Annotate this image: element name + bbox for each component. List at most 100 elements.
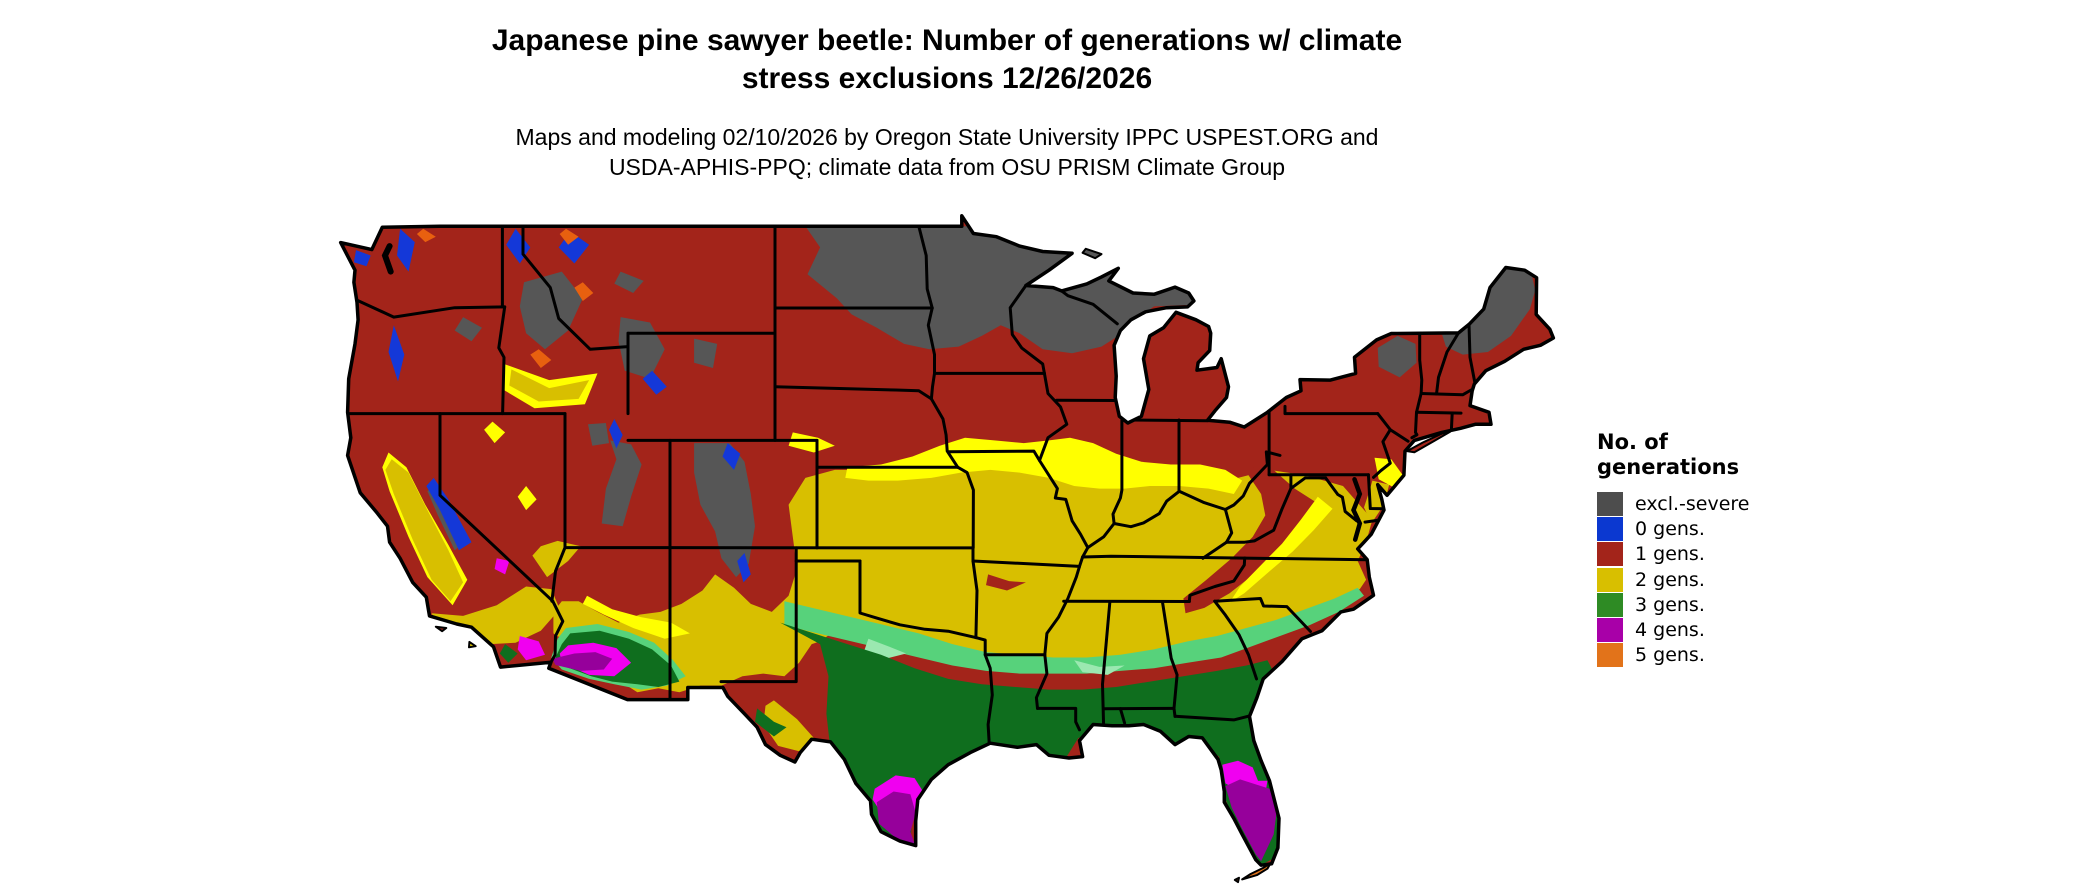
legend-swatch: [1597, 618, 1623, 643]
subtitle-line-1: Maps and modeling 02/10/2026 by Oregon S…: [515, 124, 1379, 150]
state-border-line: [1435, 331, 1460, 396]
legend-label: 0 gens.: [1635, 517, 1705, 540]
state-border-line: [974, 636, 994, 745]
state-border-line: [1243, 556, 1369, 562]
state-border-line: [719, 546, 798, 684]
state-border-line: [1060, 289, 1119, 326]
island-channel-island-b: [468, 640, 477, 649]
region-gray-maine: [1441, 267, 1536, 355]
region-blue-wasatch: [609, 419, 623, 449]
region-purple-florida: [1225, 779, 1277, 862]
legend-title-line-2: generations: [1597, 455, 1740, 479]
region-blue-sangre: [737, 553, 751, 583]
region-darkgreen-davis: [755, 708, 787, 737]
legend-swatch: [1597, 516, 1623, 541]
state-border-line: [1410, 331, 1424, 440]
legend-label: 1 gens.: [1635, 543, 1705, 566]
region-gray-utah: [601, 440, 642, 527]
legend-title: No. of generations: [1597, 430, 1750, 480]
state-border-line: [521, 224, 630, 351]
legend-item: 5 gens.: [1597, 643, 1750, 668]
region-orange-n-cascades: [416, 228, 436, 243]
legend-item: excl.-severe: [1597, 491, 1750, 516]
region-orange-glacier: [559, 228, 579, 245]
legend-label: 2 gens.: [1635, 568, 1705, 591]
water-puget-sound: [381, 243, 394, 275]
legend-label: excl.-severe: [1635, 492, 1750, 515]
legend-swatch: [1597, 542, 1623, 567]
state-border-line: [1008, 284, 1046, 375]
state-border-line: [926, 306, 936, 401]
region-gray-idaho-montana: [519, 271, 583, 350]
region-yellow-colorado-ne: [788, 432, 835, 453]
region-red-ozark: [986, 574, 1026, 591]
state-border-line: [773, 385, 933, 401]
state-border-line: [1283, 404, 1380, 416]
state-border-line: [1036, 706, 1081, 732]
state-border-line: [1467, 322, 1477, 387]
state-border-line: [1160, 600, 1179, 718]
region-purple-arizona: [552, 652, 613, 671]
title-line-1: Japanese pine sawyer beetle: Number of g…: [491, 24, 1403, 57]
state-border-line: [550, 546, 567, 603]
region-yellow-blueridge: [1229, 496, 1333, 603]
region-magenta-imperial: [517, 636, 545, 661]
map-fill-layer: [340, 215, 1554, 866]
island-channel-island-a: [434, 625, 448, 633]
subtitle-line-2: USDA-APHIS-PPQ; climate data from OSU PR…: [608, 154, 1286, 180]
region-blue-co-front: [722, 443, 741, 470]
region-blue-or-cascades: [388, 325, 405, 382]
state-border-line: [354, 298, 507, 319]
state-border-line: [1034, 371, 1090, 710]
state-border-line: [1081, 554, 1247, 560]
legend-item: 2 gens.: [1597, 567, 1750, 592]
state-border-line: [1213, 599, 1258, 681]
island-isle-royale: [1081, 247, 1103, 260]
state-border-line: [929, 397, 960, 469]
region-blue-sierra: [426, 477, 472, 551]
region-blue-wa-cascades: [397, 228, 415, 272]
region-mint-ms-al: [1074, 660, 1125, 675]
state-border-line: [858, 559, 978, 640]
state-border-line: [956, 465, 975, 550]
state-border-line: [1366, 473, 1386, 511]
island-florida-keys: [1241, 862, 1272, 881]
region-darkgreen-socal: [499, 644, 518, 663]
state-border-line: [1086, 450, 1282, 550]
region-yellow-nevada-1: [484, 421, 506, 444]
region-yellow-newjersey: [1374, 457, 1403, 488]
state-border-line: [1449, 411, 1454, 432]
legend-swatch: [1597, 592, 1623, 617]
region-blue-olympics: [353, 250, 371, 267]
map-title: Japanese pine sawyer beetle: Number of g…: [0, 22, 1894, 98]
map-subtitle: Maps and modeling 02/10/2026 by Oregon S…: [0, 122, 1894, 182]
legend-label: 4 gens.: [1635, 619, 1705, 642]
state-border-line: [438, 412, 555, 603]
us-outline: [338, 214, 1556, 867]
legend-label: 3 gens.: [1635, 593, 1705, 616]
legend-title-line-1: No. of: [1597, 430, 1668, 454]
state-border-line: [1223, 508, 1234, 544]
state-border-line: [1187, 556, 1247, 603]
state-border-line: [947, 449, 1041, 462]
region-yellow-az-rim: [582, 595, 690, 639]
state-border-line: [1225, 486, 1293, 544]
state-border-line: [1213, 597, 1312, 633]
island-long-island: [1406, 430, 1452, 454]
state-border-line: [917, 224, 934, 310]
region-purple-texas: [876, 791, 916, 844]
state-border-line: [549, 599, 565, 664]
region-gray-bighorn: [694, 338, 718, 368]
region-gold-central-valley: [385, 459, 464, 602]
region-gray-blue-mtns: [454, 317, 482, 342]
legend-label: 5 gens.: [1635, 644, 1705, 667]
state-border-line: [1419, 388, 1473, 397]
legend-swatch: [1597, 567, 1623, 592]
water-chesapeake-bay: [1351, 477, 1363, 542]
state-border-line: [1173, 714, 1251, 722]
legend-item: 4 gens.: [1597, 617, 1750, 643]
state-borders: [347, 224, 1477, 745]
region-blue-wind-river: [642, 370, 667, 395]
